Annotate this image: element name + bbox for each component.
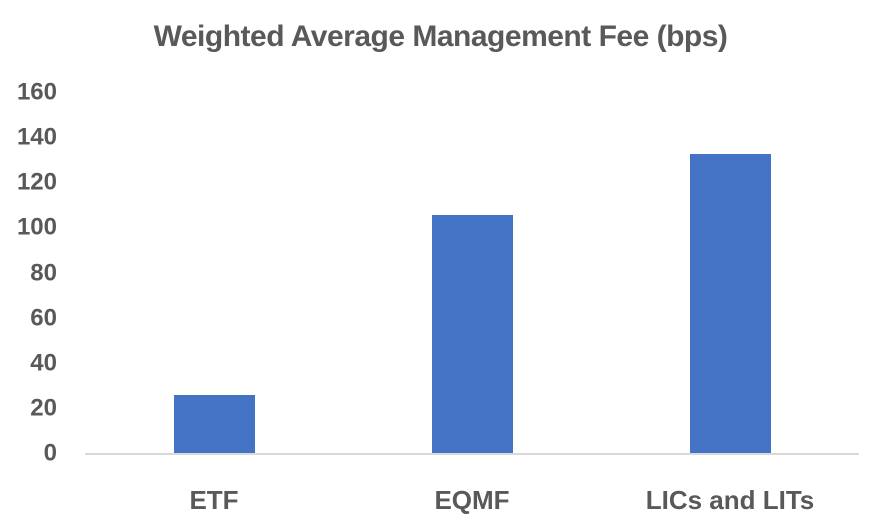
y-axis-tick-label: 60 — [30, 304, 57, 332]
y-axis-tick-label: 20 — [30, 394, 57, 422]
x-axis-line — [85, 453, 859, 455]
y-axis-tick-label: 100 — [16, 213, 57, 241]
x-category-label: LICs and LITs — [645, 485, 815, 515]
y-axis-tick-label: 0 — [43, 439, 57, 467]
chart-title: Weighted Average Management Fee (bps) — [153, 20, 728, 53]
y-axis-tick-label: 40 — [30, 349, 57, 377]
y-axis-tick-label: 140 — [16, 123, 57, 151]
bar-eqmf — [431, 214, 513, 453]
y-axis-tick-label: 120 — [16, 168, 57, 196]
y-axis-tick-label: 80 — [30, 259, 57, 287]
x-category-label: ETF — [189, 485, 239, 515]
x-category-label: EQMF — [434, 485, 510, 515]
y-axis-tick-label: 160 — [16, 78, 57, 106]
bar-etf — [173, 395, 255, 453]
bar-lics-and-lits — [689, 153, 771, 453]
